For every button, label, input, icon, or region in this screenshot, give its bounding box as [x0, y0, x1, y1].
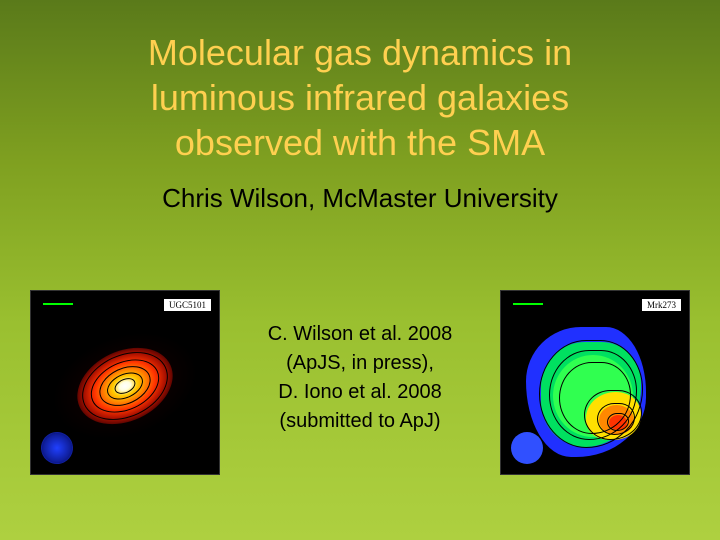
- scale-bar-icon: [513, 303, 543, 305]
- right-image-label: Mrk273: [642, 299, 681, 311]
- title-line-2: luminous infrared galaxies: [0, 75, 720, 120]
- right-image-panel: Mrk273: [500, 290, 690, 475]
- ref-line-4: (submitted to ApJ): [268, 407, 453, 436]
- ref-line-2: (ApJS, in press),: [268, 349, 453, 378]
- left-image-label: UGC5101: [164, 299, 211, 311]
- beam-ellipse-icon: [511, 432, 543, 464]
- slide-title: Molecular gas dynamics in luminous infra…: [0, 0, 720, 165]
- ref-line-3: D. Iono et al. 2008: [268, 378, 453, 407]
- title-line-3: observed with the SMA: [0, 120, 720, 165]
- scale-bar-icon: [43, 303, 73, 305]
- ref-line-1: C. Wilson et al. 2008: [268, 320, 453, 349]
- title-line-1: Molecular gas dynamics in: [0, 30, 720, 75]
- left-image-panel: UGC5101: [30, 290, 220, 475]
- left-galaxy-graphic: [50, 331, 200, 441]
- references-block: C. Wilson et al. 2008 (ApJS, in press), …: [268, 320, 453, 436]
- slide-subtitle: Chris Wilson, McMaster University: [0, 183, 720, 214]
